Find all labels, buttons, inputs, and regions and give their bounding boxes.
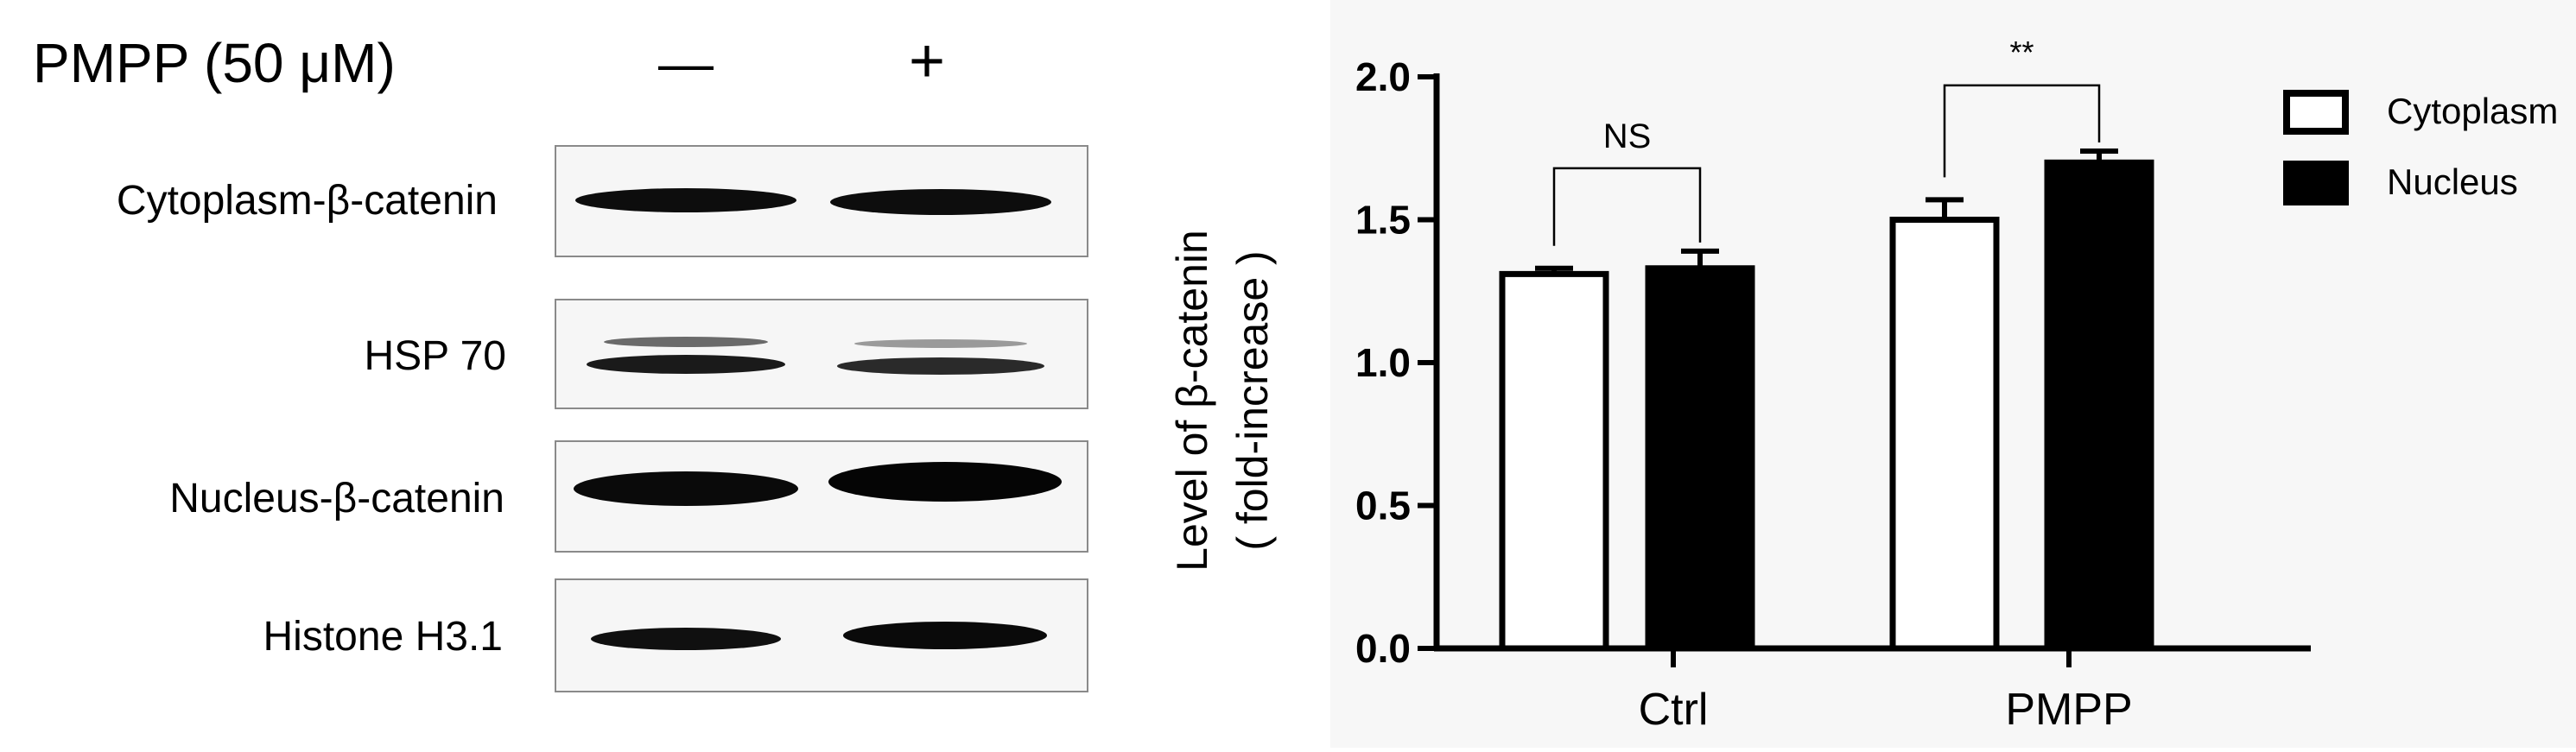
band-image-cytoplasm (575, 188, 1051, 215)
bar-cytoplasm (1889, 217, 2000, 652)
blot-box-hsp70 (555, 299, 1088, 409)
blot-row-label-cytoplasm: Cytoplasm-β-catenin (116, 178, 498, 224)
y-tick-label: 2.0 (1355, 54, 1411, 99)
significance-bracket (1552, 167, 1702, 246)
legend-swatch-nucleus (2283, 161, 2349, 205)
blot-box-histone (555, 578, 1088, 692)
y-tick-label: 0.5 (1355, 483, 1411, 528)
blot-row-label-nucleus: Nucleus-β-catenin (169, 476, 504, 521)
legend-swatch-cytoplasm (2283, 90, 2349, 135)
bar-cytoplasm (1499, 270, 1609, 652)
legend-label-cytoplasm: Cytoplasm (2387, 91, 2558, 131)
band-image-hsp70 (587, 337, 1044, 375)
significance-bracket (1943, 84, 2101, 178)
y-tick-label: 0.0 (1355, 626, 1411, 671)
blot-row-label-hsp70: HSP 70 (364, 333, 506, 379)
lane-sign-plus: + (909, 27, 946, 96)
significance-label: NS (1603, 117, 1652, 155)
western-blot-panel: PMPP (50 μM) — + Cytoplasm-β-catenin HSP… (0, 0, 1114, 748)
band-image-histone (591, 622, 1047, 650)
x-tick-label: Ctrl (1639, 685, 1709, 735)
y-tick-label: 1.0 (1355, 340, 1411, 385)
treatment-label: PMPP (50 μM) (33, 32, 396, 94)
bar-chart-panel: 0.0 0.5 1.0 1.5 2.0 Ctrl PMPP NS ** Level of β-… (1114, 0, 2576, 748)
bar-chart: 0.0 0.5 1.0 1.5 2.0 Ctrl PMPP NS ** Level of β-… (1168, 0, 2576, 748)
significance-label: ** (2009, 35, 2034, 70)
bar-nucleus (2044, 159, 2154, 652)
y-tick-label: 1.5 (1355, 198, 1411, 243)
blot-box-cytoplasm (555, 145, 1088, 257)
x-tick-label: PMPP (2005, 685, 2132, 735)
legend-label-nucleus: Nucleus (2387, 161, 2518, 202)
bar-nucleus (1645, 265, 1755, 652)
y-axis-label-unit: ( fold-increase ) (1228, 250, 1277, 550)
y-axis-label: Level of β-catenin (1168, 230, 1216, 572)
blot-box-nucleus (555, 440, 1088, 553)
lane-sign-minus: — (658, 32, 714, 94)
band-image-nucleus (574, 462, 1062, 506)
blot-row-label-histone: Histone H3.1 (263, 614, 503, 660)
